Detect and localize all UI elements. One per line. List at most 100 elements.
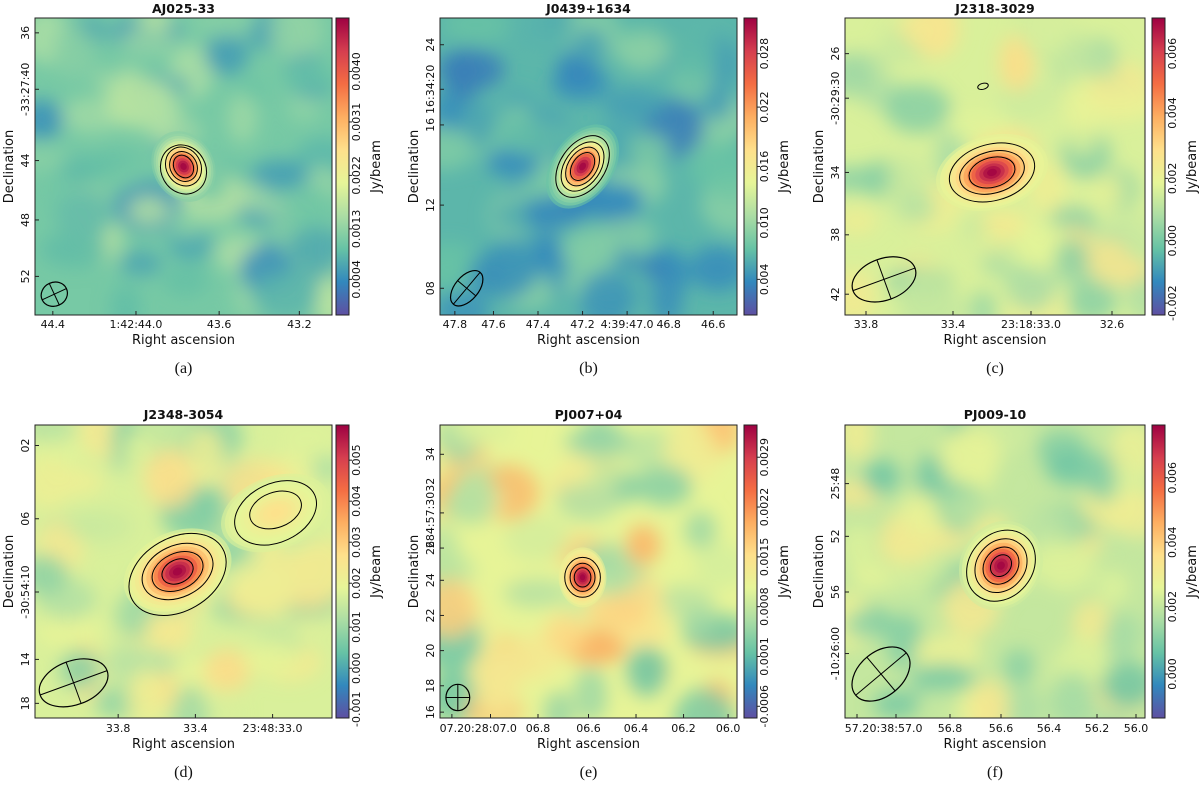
x-axis-label: Right ascension xyxy=(943,333,1046,348)
colorbar-tick-label: 0.004 xyxy=(758,264,771,296)
y-tick-label: 44 xyxy=(19,154,32,168)
y-tick-label: -30:29:30 xyxy=(829,72,842,125)
y-axis-label: Declination xyxy=(812,130,827,204)
y-tick-label: 24 xyxy=(424,573,437,587)
colorbar-label: Jy/beam xyxy=(1185,140,1200,194)
y-tick-label: 16:34:20 xyxy=(424,65,437,114)
x-tick-label: 0:38:57.0 xyxy=(870,722,923,735)
colorbar-tick-label: 0.006 xyxy=(1166,38,1179,70)
colorbar-label: Jy/beam xyxy=(369,140,384,194)
colorbar-tick-label: 0.005 xyxy=(350,444,363,476)
x-tick-label: 56.8 xyxy=(938,722,963,735)
colorbar-tick-label: 0.0015 xyxy=(758,538,771,577)
panel-title: AJ025-33 xyxy=(152,1,215,16)
colorbar-tick-label: 0.0008 xyxy=(758,587,771,626)
panel-caption: (e) xyxy=(580,764,598,781)
colorbar-tick-label: 0.000 xyxy=(1166,225,1179,257)
panel-title: PJ009-10 xyxy=(964,407,1027,422)
contour-line xyxy=(560,141,605,192)
beam-ellipse xyxy=(851,646,911,702)
y-axis-label: Declination xyxy=(812,535,827,609)
source-emission xyxy=(151,131,216,202)
y-axis-label: Declination xyxy=(407,130,422,204)
x-tick-label: 33.4 xyxy=(941,318,966,331)
x-tick-label: 06.4 xyxy=(624,722,649,735)
x-tick-label: 4:39:47.0 xyxy=(601,318,654,331)
panel-a: AJ025-33 44.4 1:42:44.0 43.6 43.2 Right ascen… xyxy=(2,1,384,377)
panel-d: J2348-3054 33.8 33.4 23:48:33.0 Right ascens… xyxy=(2,407,384,781)
contour-line xyxy=(151,551,204,592)
map-image xyxy=(35,18,332,315)
contour-line xyxy=(159,144,208,195)
colorbar-tick-label: 0.000 xyxy=(350,652,363,684)
x-tick-label: 06.2 xyxy=(671,722,696,735)
contour-line xyxy=(573,567,592,588)
x-tick-label: 06.0 xyxy=(716,722,741,735)
y-tick-label: 26 xyxy=(424,541,437,555)
panel-caption: (d) xyxy=(174,764,193,781)
y-tick-label: 48 xyxy=(19,213,32,227)
panel-caption: (f) xyxy=(987,764,1003,781)
contour-line xyxy=(234,480,318,546)
contour-line xyxy=(161,558,194,585)
contour-line xyxy=(966,529,1036,602)
beam-ellipse xyxy=(851,256,917,303)
y-tick-label: 20 xyxy=(424,644,437,658)
colorbar-tick-label: 0.0040 xyxy=(350,52,363,91)
x-tick-label: 0:28:07.0 xyxy=(464,722,517,735)
colorbar-tick-label: 0.016 xyxy=(758,151,771,183)
axes-frame xyxy=(34,424,333,719)
panel-b: J0439+1634 47.8 47.6 47.4 47.2 4:39:47.0 46.8 4… xyxy=(407,1,792,377)
y-axis-label: Declination xyxy=(2,130,17,204)
contour-line xyxy=(948,142,1036,203)
x-tick-label: 43.2 xyxy=(287,318,312,331)
y-tick-label: 12 xyxy=(424,198,437,212)
y-tick-label: 06 xyxy=(19,512,32,526)
colorbar-tick-label: 0.0029 xyxy=(758,438,771,477)
colorbar-tick-label: 0.004 xyxy=(1166,526,1179,558)
colorbar-tick-label: -0.002 xyxy=(1166,285,1179,320)
x-tick-label: 56.2 xyxy=(1085,722,1110,735)
colorbar-tick-label: 0.028 xyxy=(758,38,771,70)
x-axis-label: Right ascension xyxy=(132,333,235,348)
colorbar-tick-label: 0.002 xyxy=(1166,163,1179,195)
y-tick-label: 26 xyxy=(829,47,842,61)
colorbar-label: Jy/beam xyxy=(777,545,792,599)
x-axis-label: Right ascension xyxy=(943,737,1046,752)
colorbar-tick-label: 0.022 xyxy=(758,91,771,123)
y-tick-label: 34 xyxy=(829,165,842,179)
x-tick-label: 46.6 xyxy=(701,318,726,331)
y-tick-label: 16 xyxy=(424,705,437,719)
colorbar-tick-label: 0.003 xyxy=(350,526,363,558)
x-tick-label: 43.6 xyxy=(207,318,232,331)
y-axis-label: Declination xyxy=(407,535,422,609)
colorbar-tick-label: 0.006 xyxy=(1166,462,1179,494)
colorbar xyxy=(335,17,350,316)
colorbar-tick-label: 0.0031 xyxy=(350,103,363,142)
x-tick-label: 33.8 xyxy=(106,722,131,735)
colorbar-tick-label: 0.001 xyxy=(350,611,363,643)
panel-c: J2318-3029 33.8 33.4 23:18:33.0 32.6 Right as… xyxy=(812,1,1200,377)
y-tick-label: 02 xyxy=(19,439,32,453)
source-emission xyxy=(558,547,607,608)
y-tick-label: 42 xyxy=(829,287,842,301)
colorbar-tick-label: 0.002 xyxy=(1166,591,1179,623)
x-tick-label: 56.6 xyxy=(989,722,1014,735)
axes-frame xyxy=(34,17,333,316)
y-tick-label: 34 xyxy=(424,447,437,461)
panel-e: PJ007+04 07.2 0:28:07.0 06.8 06.6 06.4 06.2 06.… xyxy=(407,407,792,781)
x-tick-label: 23:48:33.0 xyxy=(243,722,303,735)
y-tick-label: 52 xyxy=(19,269,32,283)
contour-line xyxy=(569,562,596,592)
x-tick-label: 46.8 xyxy=(656,318,681,331)
axes-frame xyxy=(439,17,738,316)
x-tick-label: 06.6 xyxy=(576,722,601,735)
contour-line xyxy=(249,490,302,530)
x-tick-label: 56.0 xyxy=(1124,722,1149,735)
axes-frame xyxy=(844,424,1146,719)
contour-line xyxy=(569,152,596,181)
panel-title: J0439+1634 xyxy=(545,1,631,16)
colorbar xyxy=(1151,17,1166,316)
map-image xyxy=(845,425,1145,718)
noise-field xyxy=(845,18,1145,315)
